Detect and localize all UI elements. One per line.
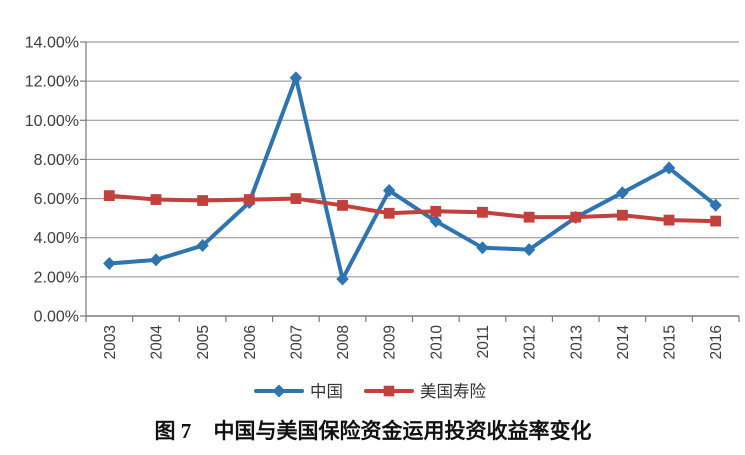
x-tick-label: 2010: [428, 325, 445, 360]
x-tick-label: 2006: [242, 325, 259, 359]
legend-item-china: 中国: [254, 382, 343, 401]
legend: 中国 美国寿险: [254, 382, 487, 401]
data-point-square: [477, 206, 488, 218]
y-tick-label: 8.00%: [34, 152, 79, 169]
data-point-diamond: [616, 186, 629, 200]
data-point-diamond: [709, 198, 722, 212]
x-tick-label: 2005: [195, 325, 212, 359]
legend-label-china: 中国: [310, 382, 343, 401]
figure-caption-number: 图 7: [155, 419, 192, 443]
data-point-diamond: [662, 161, 676, 175]
data-point-square: [523, 211, 535, 223]
y-tick-label: 2.00%: [34, 269, 79, 286]
x-tick-label: 2016: [708, 325, 725, 359]
data-point-square: [430, 205, 442, 217]
x-tick-label: 2007: [288, 325, 305, 359]
data-point-square: [150, 194, 162, 205]
x-tick-label: 2014: [615, 325, 632, 360]
data-point-square: [616, 209, 628, 221]
data-point-diamond: [289, 71, 303, 85]
data-point-square: [383, 207, 395, 219]
data-point-diamond: [336, 272, 349, 286]
data-point-square: [290, 193, 302, 204]
data-point-square: [710, 215, 722, 227]
data-point-square: [103, 190, 115, 202]
legend-square-marker-icon: [383, 385, 395, 397]
data-point-diamond: [429, 214, 443, 228]
axes: [80, 41, 740, 322]
data-point-square: [243, 194, 255, 205]
figure-caption-title: 中国与美国保险资金运用投资收益率变化: [214, 419, 592, 443]
x-tick-label: 2003: [102, 325, 119, 359]
legend-item-us-life: 美国寿险: [364, 382, 487, 401]
data-point-diamond: [196, 239, 209, 253]
y-tick-label: 4.00%: [34, 230, 79, 247]
series-line-diamond: [107, 75, 718, 282]
y-tick-label: 10.00%: [25, 113, 79, 130]
x-tick-label: 2004: [148, 325, 165, 360]
x-tick-label: 2015: [662, 325, 679, 359]
data-point-square: [570, 211, 582, 223]
x-tick-label: 2008: [335, 325, 352, 359]
data-point-diamond: [382, 184, 396, 198]
y-axis-labels: 0.00% 2.00% 4.00% 6.00% 8.00% 10.00% 12.00% 14.…: [25, 35, 79, 326]
data-point-diamond: [522, 243, 536, 257]
x-axis-labels: 2003 2004 2005 2006 2007 2008 2009 2010 2011 2012…: [102, 325, 725, 360]
data-series: [103, 71, 722, 286]
data-point-diamond: [149, 253, 163, 267]
y-tick-label: 6.00%: [34, 191, 79, 208]
data-point-diamond: [476, 241, 489, 255]
y-tick-label: 0.00%: [34, 309, 79, 326]
x-tick-label: 2013: [568, 325, 585, 359]
series-line-square: [107, 193, 718, 224]
data-point-diamond: [103, 257, 116, 271]
y-tick-label: 12.00%: [25, 74, 79, 91]
legend-label-us-life: 美国寿险: [420, 382, 487, 401]
data-point-square: [337, 200, 348, 211]
x-tick-label: 2009: [382, 325, 399, 359]
x-tick-label: 2012: [522, 325, 539, 359]
y-tick-label: 14.00%: [25, 35, 79, 52]
figure-caption: 图 7 中国与美国保险资金运用投资收益率变化: [155, 419, 592, 443]
gridlines: [86, 41, 739, 317]
legend-diamond-marker-icon: [272, 384, 286, 398]
x-tick-label: 2011: [475, 325, 492, 358]
data-point-square: [663, 214, 675, 226]
data-point-square: [197, 195, 209, 206]
